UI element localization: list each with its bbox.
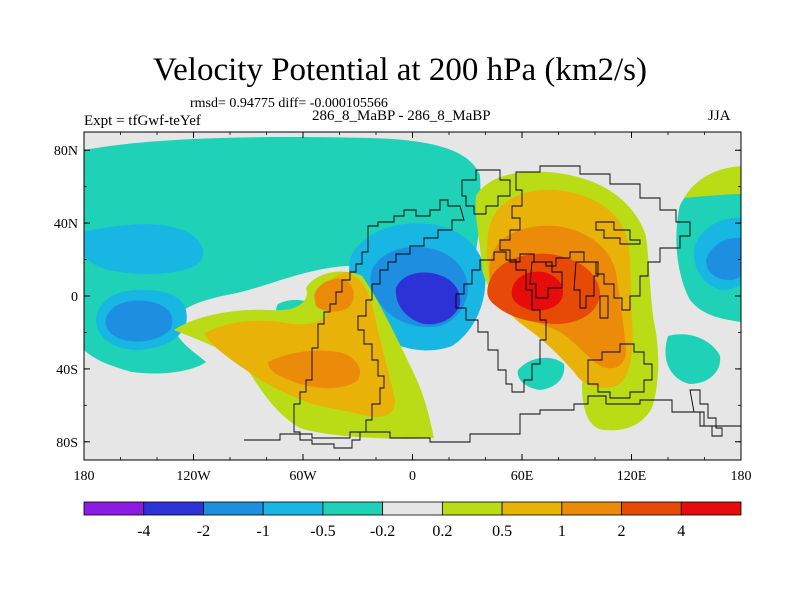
cases-label: 286_8_MaBP - 286_8_MaBP: [312, 108, 491, 124]
experiment-label: Expt = tfGwf-teYef: [84, 113, 201, 129]
x-tick-label: 60W: [289, 469, 317, 484]
colorbar-label: 2: [618, 523, 626, 540]
colorbar-swatch-p02_p05: [441, 501, 503, 516]
x-tick-label: 60E: [511, 469, 534, 484]
coastline-japan: [595, 221, 641, 245]
colorbar: -4 -2 -1 -0.5 -0.2 0.2 0.5 1 2 4: [83, 501, 742, 540]
y-tick-label: 40N: [54, 217, 78, 232]
contour-south-pacific-core: [105, 300, 173, 342]
contour-south-pacific-negative: [665, 334, 721, 384]
coastlines: [244, 165, 741, 449]
chart-title: Velocity Potential at 200 hPa (km2/s): [152, 52, 648, 88]
y-tick-label: 80N: [54, 144, 78, 159]
colorbar-label: -0.5: [310, 523, 335, 540]
contour-north-negative: [84, 137, 481, 374]
x-tick-label: 120W: [176, 469, 211, 484]
coastline-australia: [587, 343, 653, 399]
coastline-nz: [689, 389, 723, 437]
contour-east-pacific-core: [706, 237, 741, 280]
y-tick-label: 80S: [56, 436, 78, 451]
coastline-africa: [455, 251, 547, 393]
colorbar-label: 4: [677, 523, 685, 540]
colorbar-label: 0.2: [432, 523, 452, 540]
colorbar-swatch-p1_p2: [561, 501, 622, 516]
coastline-americas: [293, 199, 465, 449]
colorbar-swatch-p2_p4: [621, 501, 682, 516]
colorbar-swatch-m02_02: [382, 501, 443, 516]
coastline-borneo: [599, 295, 609, 319]
contour-indian-negative: [517, 357, 565, 390]
coastline-greenland: [461, 169, 511, 215]
colorbar-label: -0.2: [370, 523, 395, 540]
colorbar-swatch-m2_m1: [203, 501, 264, 516]
x-tick-label: 0: [409, 469, 416, 484]
coastline-india: [573, 261, 599, 309]
coastline-arabia: [529, 261, 563, 299]
contour-maritime-low-core: [395, 272, 461, 325]
colorbar-swatch-lt_m4: [83, 501, 145, 516]
contour-far-east-positive: [684, 166, 741, 198]
colorbar-label: 0.5: [492, 523, 512, 540]
coastline-eurasia: [499, 165, 691, 311]
contour-asian-positive-core: [511, 271, 564, 311]
colorbar-swatch-m4_m2: [143, 501, 204, 516]
y-tick-label: 0: [71, 290, 78, 305]
contour-north-pacific-low: [84, 224, 204, 274]
colorbar-label: -1: [257, 523, 270, 540]
colorbar-swatch-m1_m05: [262, 501, 324, 516]
season-label: JJA: [708, 108, 731, 124]
colorbar-swatch-m05_m02: [322, 501, 384, 516]
colorbar-swatch-gt_p4: [680, 501, 742, 516]
colorbar-label: -2: [197, 523, 210, 540]
colorbar-label: -4: [137, 523, 150, 540]
stats-label: rmsd= 0.94775 diff= -0.000105566: [190, 96, 388, 111]
contour-atlantic-positive-north: [314, 278, 354, 312]
contour-atlantic-positive-inner: [268, 350, 360, 389]
axis-ticks: 180 120W 60W 0 60E 120E 180 80N 40N 0 40S 80S: [54, 132, 752, 484]
contour-map: [84, 132, 741, 460]
colorbar-swatch-p05_p1: [501, 501, 563, 516]
x-tick-label: 180: [74, 469, 95, 484]
coastline-antarctica: [244, 395, 741, 443]
colorbar-label: 1: [558, 523, 566, 540]
x-tick-label: 180: [731, 469, 752, 484]
y-tick-label: 40S: [56, 363, 78, 378]
x-tick-label: 120E: [617, 469, 647, 484]
